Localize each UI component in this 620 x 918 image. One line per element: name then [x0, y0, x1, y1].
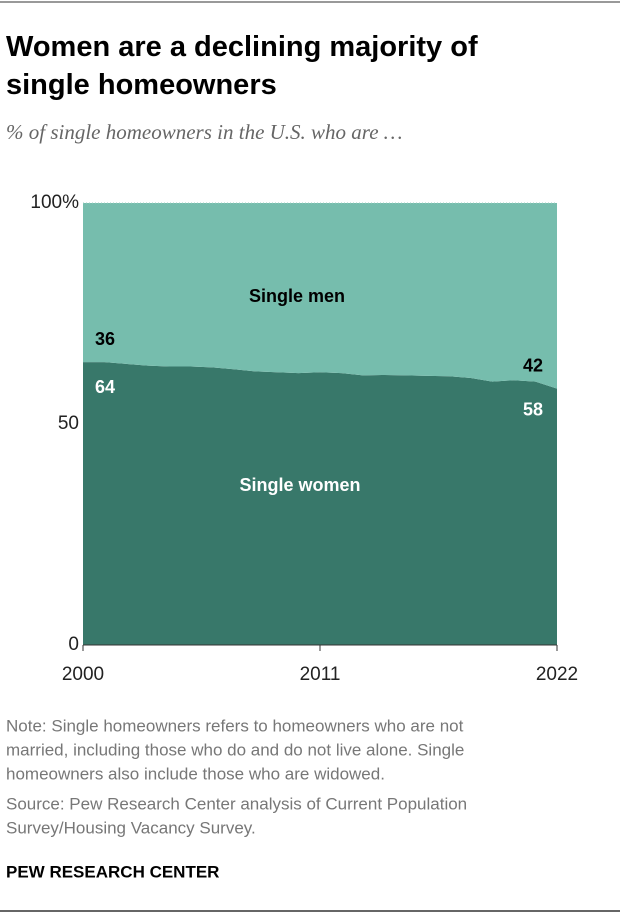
- credit: PEW RESEARCH CENTER: [6, 862, 219, 881]
- y-tick-label: 0: [68, 634, 79, 655]
- x-tick-label: 2022: [536, 664, 578, 685]
- series-label: Single men: [249, 286, 345, 306]
- area: [83, 203, 557, 389]
- data-label: 42: [523, 355, 543, 375]
- note: Note: Single homeowners refers to homeow…: [6, 716, 464, 735]
- source: Source: Pew Research Center analysis of …: [6, 794, 467, 813]
- y-tick-label: 50: [58, 413, 79, 434]
- chart-title: Women are a declining majority of single…: [6, 31, 478, 101]
- note: married, including those who do and do n…: [6, 740, 464, 759]
- note: homeowners also include those who are wi…: [6, 764, 385, 783]
- data-label: 36: [95, 329, 115, 349]
- series-label: Single women: [239, 475, 360, 495]
- y-tick-label: 100%: [30, 192, 79, 213]
- data-label: 64: [95, 377, 115, 397]
- source: Survey/Housing Vacancy Survey.: [6, 818, 256, 837]
- area: [83, 362, 557, 645]
- x-tick-label: 2011: [300, 664, 341, 685]
- x-tick-label: 2000: [62, 664, 104, 685]
- chart-subtitle: % of single homeowners in the U.S. who a…: [6, 120, 402, 144]
- data-label: 58: [523, 399, 543, 419]
